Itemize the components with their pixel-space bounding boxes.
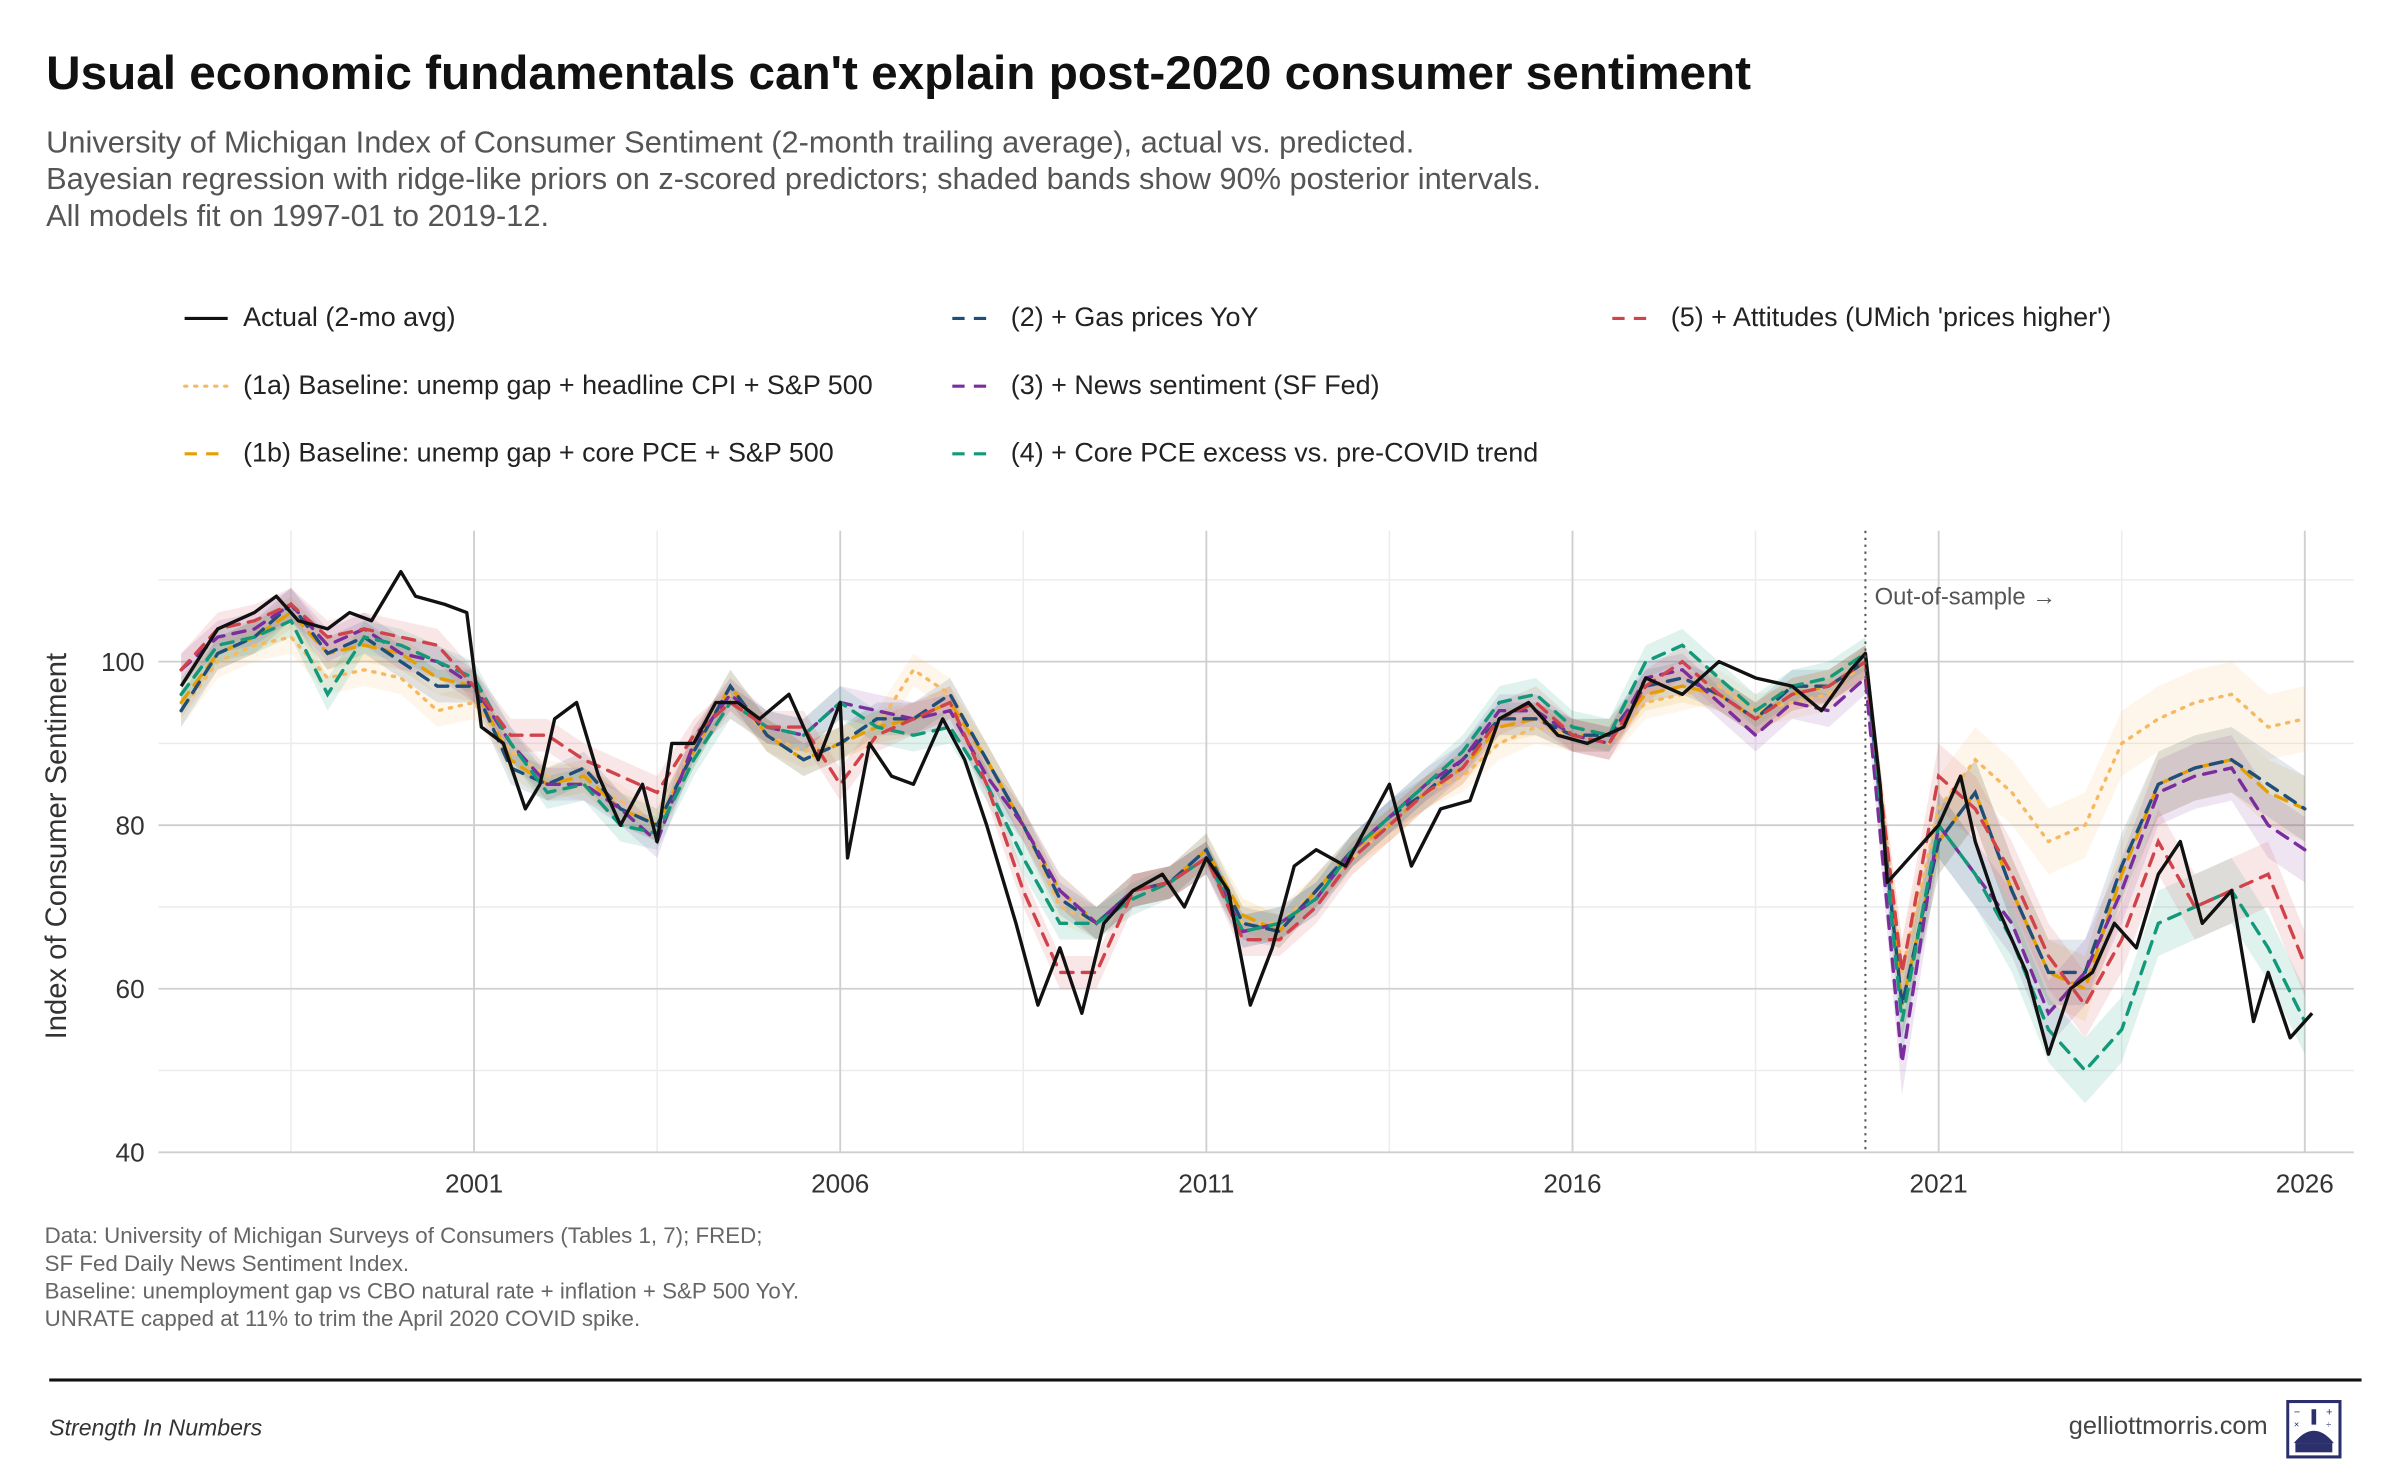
legend-label: (3) + News sentiment (SF Fed) (1010, 369, 1380, 400)
svg-text:÷: ÷ (2326, 1420, 2331, 1430)
legend-item-2: (2) + Gas prices YoY (949, 302, 1258, 334)
legend-item-4: (4) + Core PCE excess vs. pre-COVID tren… (949, 437, 1538, 469)
legend-swatch-4 (952, 451, 996, 455)
capitol-logo-icon: − + × ÷ (2286, 1399, 2342, 1459)
series-line-0 (179, 635, 2307, 973)
x-tick-label: 2021 (1910, 1168, 1968, 1198)
subtitle-line-3: All models fit on 1997-01 to 2019-12. (46, 199, 550, 234)
svg-text:+: + (2326, 1406, 2332, 1418)
x-tick-label: 2016 (1543, 1168, 1601, 1198)
note-line-3: Baseline: unemployment gap vs CBO natura… (44, 1279, 800, 1305)
y-tick-label: 80 (116, 810, 145, 840)
note-line-4: UNRATE capped at 11% to trim the April 2… (44, 1307, 641, 1333)
legend-label: Actual (2-mo avg) (243, 301, 456, 333)
svg-text:×: × (2294, 1420, 2299, 1430)
x-tick-label: 2011 (1178, 1168, 1234, 1198)
footer-divider (49, 1378, 2362, 1382)
footer-site-link[interactable]: gelliottmorris.com (2068, 1412, 2268, 1440)
subtitle-line-2: Bayesian regression with ridge-like prio… (46, 163, 1541, 197)
series-line-3 (179, 602, 2307, 1063)
note-line-2: SF Fed Daily News Sentiment Index. (44, 1252, 410, 1277)
plot-area: 40 60 80 100 2001 2006 2011 2016 2021 2026 Index o… (41, 530, 2354, 1198)
legend-label: (4) + Core PCE excess vs. pre-COVID tren… (1010, 436, 1539, 468)
y-tick-label: 60 (116, 974, 145, 1004)
interval-band-2 (181, 588, 2305, 1038)
legend-label: (1b) Baseline: unemp gap + core PCE + S&… (243, 436, 834, 468)
note-line-1: Data: University of Michigan Surveys of … (44, 1224, 763, 1250)
x-tick-label: 2001 (445, 1168, 503, 1198)
interval-band-5 (181, 588, 2305, 1038)
legend-label: (2) + Gas prices YoY (1010, 301, 1259, 333)
series-line-4 (179, 618, 2307, 1074)
interval-band-3 (181, 588, 2305, 1096)
legend-item-1a: (1a) Baseline: unemp gap + headline CPI … (182, 369, 873, 401)
chart-title: Usual economic fundamentals can't explai… (46, 46, 1752, 100)
x-tick-label: 2006 (811, 1168, 869, 1198)
legend-swatch-actual (184, 316, 228, 320)
legend-item-1b: (1b) Baseline: unemp gap + core PCE + S&… (182, 437, 834, 469)
legend-swatch-2 (952, 316, 996, 320)
legend-item-5: (5) + Attitudes (UMich 'prices higher') (1609, 302, 2111, 334)
svg-text:−: − (2294, 1406, 2300, 1418)
legend-swatch-1a (183, 383, 230, 387)
series-line-1 (179, 610, 2307, 1006)
subtitle-line-1: University of Michigan Index of Consumer… (46, 126, 1415, 160)
actual-line (179, 569, 2314, 1056)
legend-item-3: (3) + News sentiment (SF Fed) (949, 369, 1380, 401)
footer-brand: Strength In Numbers (49, 1415, 263, 1442)
y-tick-label: 40 (116, 1138, 145, 1168)
y-tick-label: 100 (101, 647, 145, 677)
series-line-5 (179, 602, 2307, 1009)
legend-swatch-5 (1612, 316, 1656, 320)
legend-item-actual: Actual (2-mo avg) (182, 302, 456, 334)
interval-band-4 (181, 604, 2305, 1104)
x-tick-label: 2026 (2276, 1168, 2334, 1198)
legend-swatch-1b (184, 451, 228, 455)
legend-label: (5) + Attitudes (UMich 'prices higher') (1670, 301, 2112, 333)
legend-label: (1a) Baseline: unemp gap + headline CPI … (243, 369, 873, 400)
legend-swatch-3 (952, 383, 996, 387)
out-of-sample-annotation: Out-of-sample → (1875, 584, 2056, 611)
y-axis-label: Index of Consumer Sentiment (41, 653, 73, 1040)
